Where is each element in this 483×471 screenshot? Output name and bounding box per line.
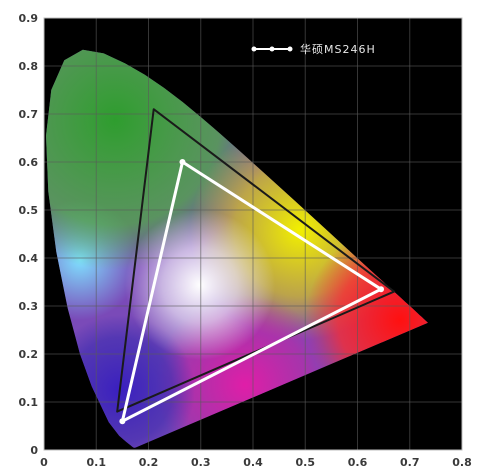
y-tick-label: 0.7 bbox=[19, 108, 39, 121]
legend: 华硕MS246H bbox=[251, 42, 376, 56]
x-tick-label: 0.7 bbox=[400, 456, 420, 469]
y-tick-label: 0.6 bbox=[19, 156, 39, 169]
y-tick-label: 0.9 bbox=[19, 12, 39, 25]
gamut-vertex-0 bbox=[179, 159, 186, 165]
plot-frame bbox=[43, 17, 463, 451]
y-tick-label: 0 bbox=[30, 444, 38, 457]
x-tick-label: 0.2 bbox=[139, 456, 159, 469]
y-tick-label: 0.8 bbox=[19, 60, 39, 73]
legend-marker bbox=[251, 46, 257, 52]
legend-label: 华硕MS246H bbox=[300, 42, 376, 56]
x-tick-label: 0.4 bbox=[243, 456, 263, 469]
x-tick-label: 0 bbox=[40, 456, 48, 469]
y-tick-label: 0.5 bbox=[19, 204, 39, 217]
x-tick-label: 0.3 bbox=[191, 456, 211, 469]
x-tick-label: 0.6 bbox=[348, 456, 368, 469]
gamut-vertex-1 bbox=[378, 286, 385, 293]
x-tick-label: 0.8 bbox=[452, 456, 472, 469]
x-axis-ticks: 0 0.1 0.2 0.3 0.4 0.5 0.6 0.7 0.8 bbox=[40, 456, 472, 469]
y-tick-label: 0.2 bbox=[19, 348, 39, 361]
y-tick-label: 0.1 bbox=[19, 396, 39, 409]
gamut-triangle-0 bbox=[120, 160, 383, 423]
grid-lines bbox=[44, 18, 462, 450]
y-tick-label: 0.4 bbox=[19, 252, 39, 265]
x-tick-label: 0.5 bbox=[296, 456, 316, 469]
y-tick-label: 0.3 bbox=[19, 300, 39, 313]
series-layer bbox=[116, 108, 396, 425]
gamut-vertex-2 bbox=[119, 418, 126, 425]
legend-marker bbox=[269, 46, 275, 52]
y-axis-ticks: 0 0.1 0.2 0.3 0.4 0.5 0.6 0.7 0.8 0.9 bbox=[19, 12, 39, 457]
x-tick-label: 0.1 bbox=[87, 456, 107, 469]
legend-marker bbox=[287, 46, 293, 52]
